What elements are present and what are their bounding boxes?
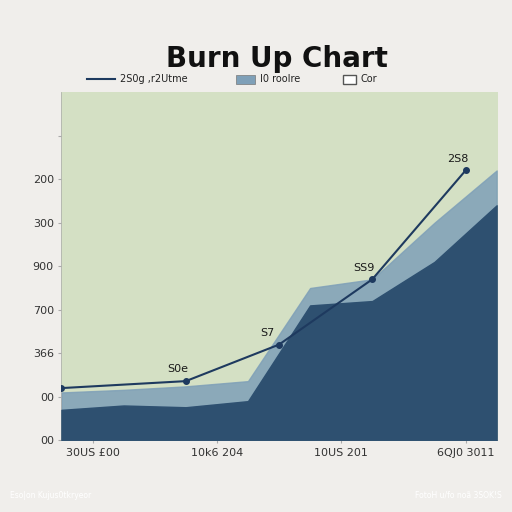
Text: Burn Up Chart: Burn Up Chart bbox=[165, 45, 388, 73]
Text: Eso|on Kujus0tkryeor: Eso|on Kujus0tkryeor bbox=[10, 491, 92, 500]
Text: FotoH u/fo noã 3SOK!S: FotoH u/fo noã 3SOK!S bbox=[415, 491, 502, 500]
Text: Cor: Cor bbox=[361, 74, 377, 84]
Text: I0 rooIre: I0 rooIre bbox=[260, 74, 301, 84]
Text: SS9: SS9 bbox=[354, 263, 375, 272]
Text: S0e: S0e bbox=[167, 365, 188, 374]
Text: S7: S7 bbox=[261, 328, 274, 338]
Text: 2S0g ,r2Utme: 2S0g ,r2Utme bbox=[120, 74, 188, 84]
Text: 2S8: 2S8 bbox=[447, 154, 468, 164]
